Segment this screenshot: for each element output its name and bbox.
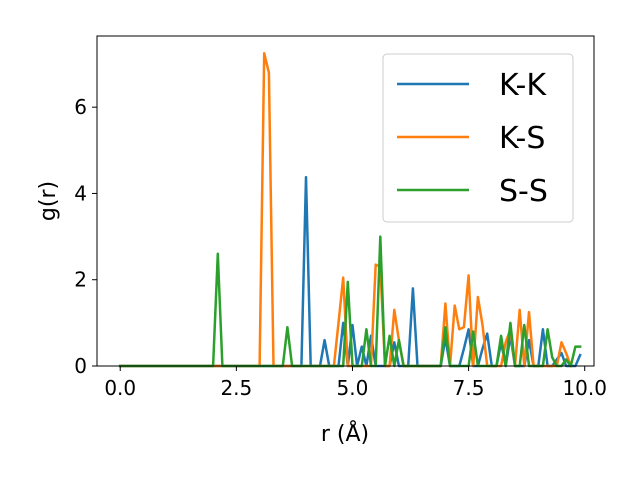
legend-label: S-S: [499, 174, 548, 209]
y-axis-ticks: 0 2 4 6: [74, 95, 97, 378]
legend-box: [382, 53, 574, 223]
y-tick-label: 4: [74, 181, 87, 205]
x-tick-label: 7.5: [453, 376, 485, 400]
y-tick-label: 0: [74, 354, 87, 378]
x-tick-label: 10.0: [562, 376, 607, 400]
legend: K-K K-S S-S: [382, 53, 574, 223]
x-tick-label: 0.0: [104, 376, 136, 400]
x-axis-label: r (Å): [321, 420, 369, 447]
y-tick-label: 6: [74, 95, 87, 119]
y-tick-label: 2: [74, 268, 87, 292]
x-axis-ticks: 0.0 2.5 5.0 7.5 10.0: [104, 366, 607, 400]
legend-label: K-S: [499, 121, 545, 156]
y-axis-label: g(r): [36, 181, 61, 221]
legend-label: K-K: [499, 68, 547, 103]
legend-entries: K-K K-S S-S: [397, 68, 548, 209]
x-tick-label: 5.0: [337, 376, 369, 400]
plot-frame: [96, 35, 595, 367]
x-tick-label: 2.5: [220, 376, 252, 400]
